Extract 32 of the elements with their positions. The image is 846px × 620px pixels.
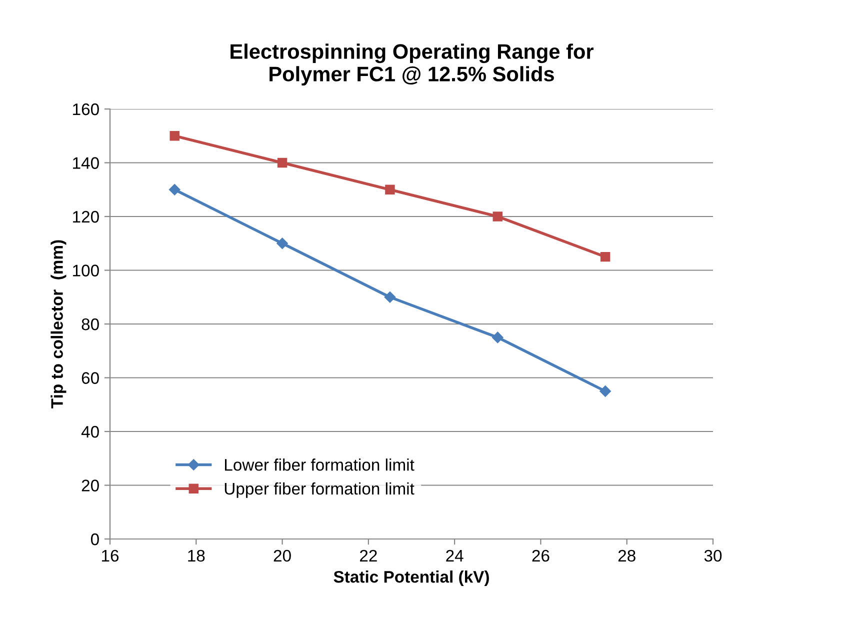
y-tick-label: 0 [90, 533, 99, 546]
point [600, 252, 610, 262]
chart-title: Electrospinning Operating Range for Polymer FC1 @ 12.5% Solids [230, 44, 594, 86]
point [169, 184, 180, 196]
x-tick-label: 20 [274, 550, 291, 562]
point [600, 386, 611, 397]
x-tick-label: 18 [188, 550, 205, 562]
point [385, 184, 395, 194]
x-tick-label: 22 [360, 550, 377, 562]
y-tick-label: 80 [82, 318, 99, 330]
y-tick-label: 100 [73, 264, 99, 276]
y-tick-label: 160 [73, 103, 99, 116]
y-tick-label: 140 [73, 157, 99, 169]
y-tick-label: 60 [82, 372, 99, 384]
legend-label: Lower fiber formation limit [225, 458, 414, 471]
point [492, 212, 503, 222]
point [384, 292, 396, 303]
y-axis-title: Tip to collector (mm) [50, 240, 66, 408]
point [170, 131, 180, 141]
point [276, 238, 288, 249]
y-tick-label: 120 [73, 210, 99, 223]
x-tick-label: 26 [532, 550, 550, 562]
y-tick-label: 40 [81, 426, 99, 438]
x-axis-title: Static Potential (kV) [334, 570, 489, 586]
x-tick-label: 30 [704, 550, 722, 562]
legend-label: Upper fiber formation limit [224, 482, 414, 498]
point [277, 158, 288, 168]
x-tick-label: 24 [446, 550, 464, 562]
x-tick-label: 28 [618, 550, 636, 562]
point [492, 332, 504, 344]
y-tick-label: 20 [82, 480, 99, 492]
x-tick-label: 16 [102, 550, 119, 562]
